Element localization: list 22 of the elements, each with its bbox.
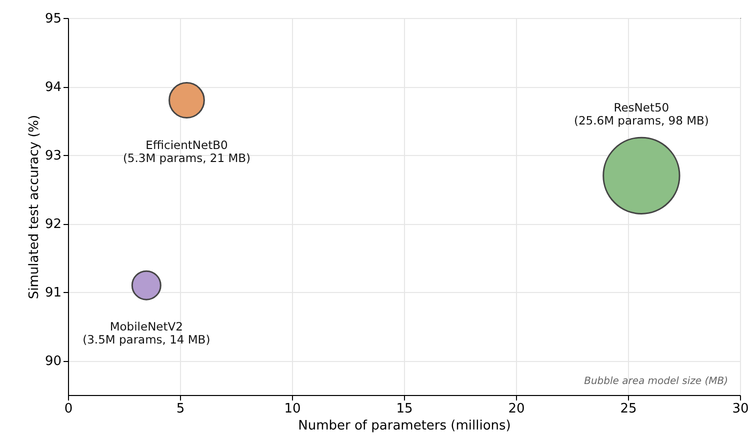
x-tick-label: 15: [396, 402, 413, 416]
y-axis-title: Simulated test accuracy (%): [26, 114, 42, 300]
x-axis-title: Number of parameters (millions): [298, 418, 511, 434]
annotation: (3.5M params, 14 MB): [82, 332, 210, 346]
text: EfficientNetB0: [146, 138, 228, 152]
x-tick-label: 5: [176, 402, 185, 416]
x-tick-label: 20: [508, 402, 525, 416]
y-tick-label: 95: [44, 12, 62, 26]
y-tick-label: 93: [44, 148, 62, 164]
x-tick-label: 25: [620, 402, 637, 416]
text: MobileNetV2: [110, 319, 183, 334]
x-tick-label: 30: [732, 402, 749, 416]
annotation: Bubble area model size (MB): [584, 376, 728, 387]
y-tick-label: 92: [44, 217, 62, 232]
x-tick-label: 0: [64, 402, 73, 416]
y-tick-label: 94: [44, 80, 62, 96]
y-tick-label: 91: [44, 286, 62, 301]
annotation: (5.3M params, 21 MB): [122, 150, 251, 165]
y-tick-label: 90: [44, 354, 62, 370]
annotation: (25.6M params, 98 MB): [574, 114, 709, 128]
text: ResNet50: [614, 100, 670, 115]
x-tick-label: 10: [284, 402, 301, 416]
